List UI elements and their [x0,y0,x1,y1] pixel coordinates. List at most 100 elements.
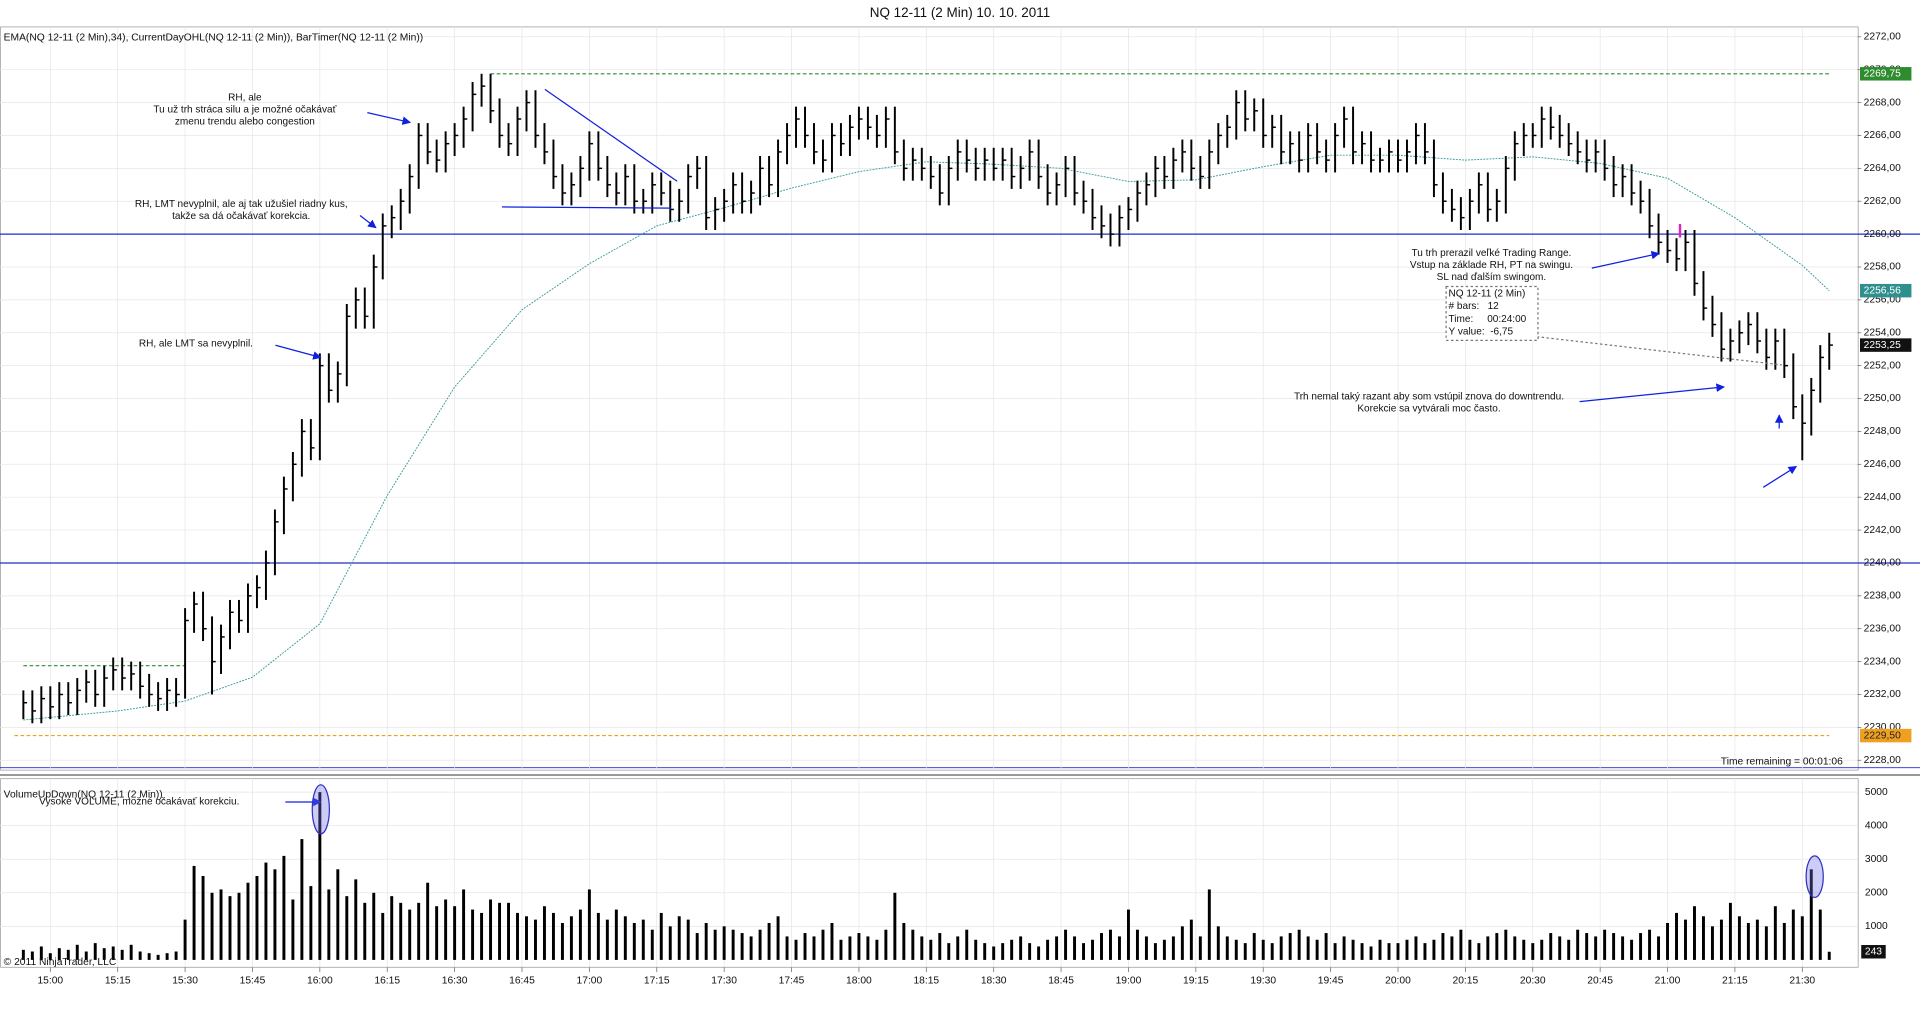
volume-bar [129,944,133,960]
volume-bar [569,916,573,960]
volume-bar [1791,909,1795,960]
volume-bar [345,896,349,960]
volume-bar [300,839,304,960]
volume-bar [1001,943,1005,960]
volume-bar [1055,936,1059,960]
volume-bar [1719,919,1723,960]
volume-bar [776,916,780,960]
volume-bar [1073,936,1077,960]
volume-bar [1019,936,1023,960]
volume-bar [1315,939,1319,960]
volume-bar [884,929,888,960]
volume-bar [1378,939,1382,960]
x-tick-label: 19:30 [1250,975,1276,986]
volume-bar [1567,939,1571,960]
volume-bar [1684,919,1687,960]
measure-box [1445,285,1539,341]
volume-bar [1216,926,1220,960]
y-tick-label: 2252,00 [1864,360,1901,371]
volume-bar [1540,939,1544,960]
volume-bar [1504,929,1508,960]
volume-bar [219,889,223,960]
volume-bar [30,951,34,960]
volume-bar [1118,936,1121,960]
volume-bar [560,922,564,960]
volume-bar [246,882,250,960]
volume-bar [336,869,340,960]
volume-bar [273,869,277,960]
volume-bar [1162,939,1166,960]
y-tick-label: 2262,00 [1864,196,1901,207]
volume-bar [1423,943,1427,960]
indicator-label: EMA(NQ 12-11 (2 Min),34), CurrentDayOHL(… [4,33,423,44]
x-tick-label: 19:15 [1183,975,1209,986]
price-label-box [1860,338,1912,352]
volume-bar [1396,943,1400,960]
volume-bar [1369,946,1373,960]
highlight [1805,855,1824,899]
volume-bar [893,892,897,960]
volume-bar [120,949,124,960]
volume-bar [938,933,942,960]
x-tick-label: 20:15 [1453,975,1479,986]
y-tick-label: 2250,00 [1864,393,1901,404]
y-tick-label: 2254,00 [1864,327,1901,338]
volume-bar [983,943,987,960]
volume-bar [1324,933,1328,960]
y-tick-label: 2260,00 [1864,229,1901,240]
arrow [275,344,322,360]
annotation: RH, ale [228,93,262,104]
volume-bar [1198,936,1202,960]
y-tick-label: 2248,00 [1864,426,1901,437]
volume-bar [1693,906,1696,960]
x-tick-label: 18:45 [1048,975,1074,986]
volume-bar [399,902,403,960]
volume-bar [1468,939,1472,960]
volume-bar [848,936,852,960]
volume-bar [1109,929,1112,960]
chart-title: NQ 12-11 (2 Min) 10. 10. 2011 [870,5,1050,20]
volume-bar [749,936,753,960]
volume-bar [1037,946,1041,960]
volume-bar [408,909,412,960]
volume-bar [857,933,861,960]
y-tick-label: 2272,00 [1864,32,1901,43]
volume-bar [1387,943,1391,960]
volume-bar [902,922,906,960]
y-tick-label: 2266,00 [1864,130,1901,141]
x-tick-label: 16:45 [509,975,535,986]
volume-label: 243 [1865,946,1882,957]
volume-bar [1594,936,1598,960]
y-tick-label: 2230,00 [1864,722,1901,733]
volume-bar [210,892,214,960]
x-tick-label: 15:45 [240,975,266,986]
volume-bar [1603,929,1607,960]
volume-bar [1558,936,1562,960]
volume-bar [1171,936,1175,960]
volume-bar [1135,929,1139,960]
volume-bar [677,916,681,960]
volume-bar [1091,939,1094,960]
x-tick-label: 21:00 [1655,975,1681,986]
volume-bar [929,939,933,960]
measure-text: Time: 00:24:00 [1449,314,1527,325]
x-tick-label: 16:30 [442,975,468,986]
volume-bar [1737,916,1741,960]
volume-bar [174,951,178,960]
volume-bar [713,929,717,960]
volume-bar [803,933,807,960]
time-remaining: Time remaining = 00:01:06 [1721,756,1843,767]
volume-bar [75,944,79,960]
volume-bar [587,889,591,960]
volume-bar [1270,943,1274,960]
volume-bar [1243,943,1247,960]
volume-bar [839,939,843,960]
volume-bar [93,943,97,960]
volume-bar [21,949,25,960]
volume-bar [1495,933,1499,960]
volume-bar [1126,909,1130,960]
volume-bar [731,929,735,960]
y-tick-label: 2264,00 [1864,163,1901,174]
volume-bar [363,902,367,960]
x-tick-label: 15:30 [172,975,198,986]
